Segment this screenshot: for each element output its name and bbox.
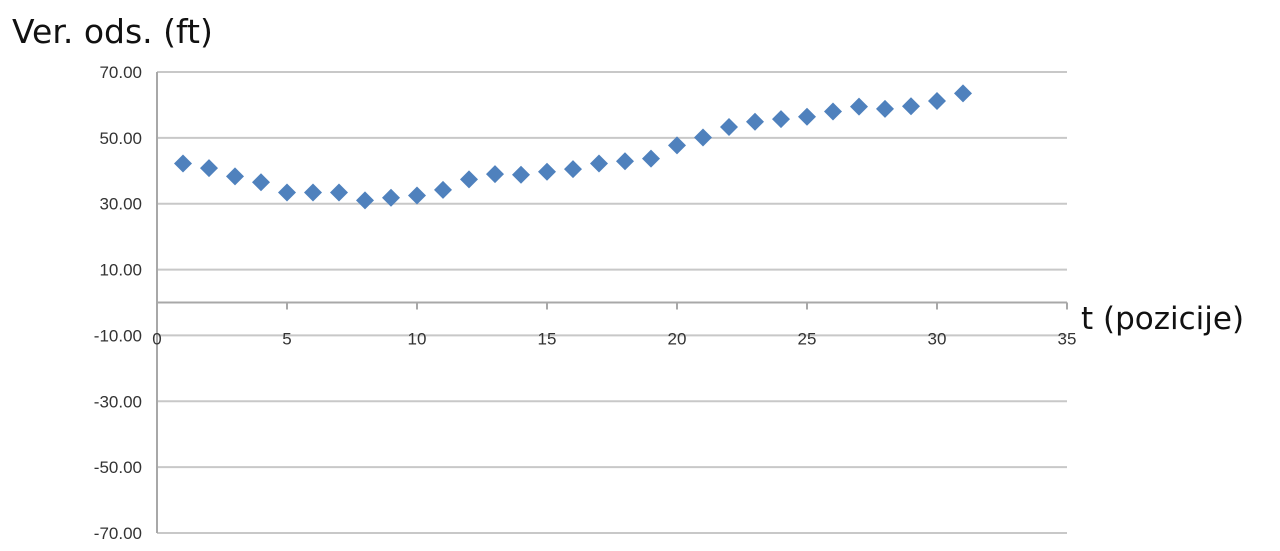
data-point	[668, 136, 686, 155]
data-point	[902, 97, 920, 116]
data-point	[720, 117, 738, 136]
y-tick-label: 50.00	[99, 129, 142, 148]
data-point	[330, 183, 348, 202]
data-point	[928, 91, 946, 110]
y-tick-label: 10.00	[99, 261, 142, 280]
data-point	[538, 162, 556, 181]
x-tick-label: 15	[538, 330, 557, 349]
data-point	[694, 128, 712, 147]
data-point	[772, 110, 790, 129]
data-point	[200, 159, 218, 178]
data-point	[876, 99, 894, 118]
x-tick-label: 5	[282, 330, 291, 349]
data-point	[278, 183, 296, 202]
y-tick-label: 70.00	[99, 63, 142, 82]
y-tick-label: -70.00	[94, 524, 142, 543]
x-tick-labels: 0 5 10 15 20 25 30 35	[152, 302, 1077, 349]
y-tick-label: -10.00	[94, 326, 142, 345]
data-point	[382, 188, 400, 207]
data-point	[954, 84, 972, 103]
data-points	[174, 84, 972, 210]
gridlines	[157, 71, 1067, 534]
x-tick-label: 25	[798, 330, 817, 349]
data-point	[252, 173, 270, 192]
data-point	[564, 160, 582, 179]
data-point	[408, 186, 426, 205]
data-point	[460, 170, 478, 189]
data-point	[642, 149, 660, 168]
data-point	[798, 107, 816, 126]
data-point	[226, 167, 244, 186]
x-tick-label: 0	[152, 330, 161, 349]
axes	[156, 72, 1067, 533]
x-axis-title: t (pozicije)	[1081, 301, 1244, 337]
data-point	[850, 97, 868, 116]
y-tick-label: -30.00	[94, 392, 142, 411]
data-point	[616, 152, 634, 171]
y-tick-labels: 70.00 50.00 30.00 10.00 -10.00 -30.00 -50.00 -7…	[94, 63, 142, 543]
y-tick-label: 30.00	[99, 195, 142, 214]
data-point	[746, 112, 764, 131]
data-point	[512, 165, 530, 184]
data-point	[304, 183, 322, 202]
data-point	[590, 154, 608, 173]
x-tick-label: 30	[928, 330, 947, 349]
y-axis-title: Ver. ods. (ft)	[12, 12, 213, 51]
x-tick-label: 10	[408, 330, 427, 349]
data-point	[174, 154, 192, 173]
data-point	[486, 165, 504, 184]
x-tick-label: 35	[1058, 330, 1077, 349]
data-point	[356, 191, 374, 210]
y-tick-label: -50.00	[94, 458, 142, 477]
data-point	[434, 180, 452, 199]
x-tick-label: 20	[668, 330, 687, 349]
data-point	[824, 102, 842, 121]
